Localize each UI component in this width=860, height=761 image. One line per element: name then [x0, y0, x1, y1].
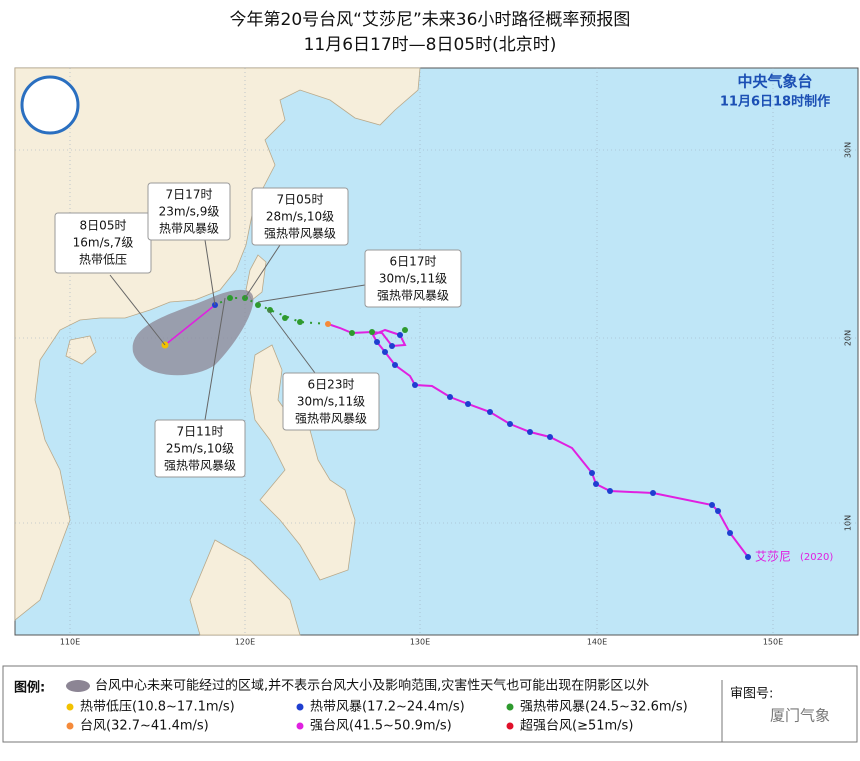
callout-wind: 30m/s,11级	[297, 395, 365, 409]
legend-label: 强台风(41.5~50.9m/s)	[310, 719, 452, 734]
legend-dot	[296, 703, 304, 711]
callout-lines	[109, 239, 366, 421]
legend-label: 热带低压(10.8~17.1m/s)	[80, 700, 235, 715]
legend-cone	[66, 680, 90, 692]
mainland	[14, 67, 421, 621]
callout-level: 强热带风暴级	[164, 459, 236, 473]
legend-label: 台风(32.7~41.4m/s)	[80, 719, 209, 734]
callout-time: 7日17时	[166, 188, 213, 202]
philippines	[249, 344, 356, 581]
borneo	[189, 539, 301, 636]
agency-name: 中央气象台	[737, 73, 812, 91]
lon-label: 130E	[410, 638, 430, 647]
cma-logo	[20, 75, 80, 135]
legend-dot	[66, 722, 74, 730]
hainan	[65, 335, 97, 365]
subtitle: 11月6日17时—8日05时(北京时)	[304, 35, 557, 55]
lon-label: 140E	[587, 638, 607, 647]
forecast-line	[164, 304, 216, 346]
callout-wind: 16m/s,7级	[73, 236, 134, 250]
title: 今年第20号台风“艾莎尼”未来36小时路径概率预报图	[230, 10, 631, 30]
lon-label: 120E	[235, 638, 255, 647]
lon-label: 110E	[60, 638, 80, 647]
legend-dot	[296, 722, 304, 730]
callout-time: 6日17时	[390, 255, 437, 269]
callout-time: 8日05时	[80, 219, 127, 233]
lat-label: 20N	[844, 330, 853, 346]
track-points	[212, 302, 751, 560]
agency-issued: 11月6日18时制作	[720, 94, 830, 110]
lat-label: 30N	[844, 142, 853, 158]
review-label: 审图号:	[730, 687, 773, 702]
lon-label: 150E	[763, 638, 783, 647]
legend-label: 热带风暴(17.2~24.4m/s)	[310, 700, 465, 715]
callout-wind: 23m/s,9级	[159, 205, 220, 219]
lat-label: 10N	[844, 515, 853, 531]
callout-level: 强热带风暴级	[295, 412, 367, 426]
callout-level: 热带低压	[79, 253, 127, 267]
callout-time: 7日11时	[177, 425, 224, 439]
callout-time: 7日05时	[277, 193, 324, 207]
callout-level: 强热带风暴级	[377, 289, 449, 303]
legend-dot	[506, 722, 514, 730]
legend-dot	[66, 703, 74, 711]
callout-wind: 25m/s,10级	[166, 442, 234, 456]
watermark: 厦门气象	[770, 707, 830, 725]
callout-wind: 28m/s,10级	[266, 210, 334, 224]
storm-year: (2020)	[800, 552, 833, 563]
callout-time: 6日23时	[308, 378, 355, 392]
legend-label: 强热带风暴(24.5~32.6m/s)	[520, 700, 688, 715]
callout-level: 强热带风暴级	[264, 227, 336, 241]
legend-title: 图例:	[14, 680, 45, 696]
legend-frame	[2, 665, 858, 743]
legend-label: 超强台风(≥51m/s)	[520, 719, 633, 734]
callout-level: 热带风暴级	[159, 222, 219, 236]
legend: 图例: 台风中心未来可能经过的区域,并不表示台风大小及影响范围,灾害性天气也可能…	[2, 665, 858, 743]
legend-area: 台风中心未来可能经过的区域,并不表示台风大小及影响范围,灾害性天气也可能出现在阴…	[95, 678, 649, 694]
track-point	[325, 321, 331, 327]
storm-name: 艾莎尼	[755, 550, 791, 564]
callouts: 8日05时 16m/s,7级 热带低压 7日17时 23m/s,9级 热带风暴级…	[54, 182, 462, 478]
legend-dot	[506, 703, 514, 711]
map: 110E 120E 130E 140E 150E 30N 20N 10N 中央气…	[14, 67, 859, 647]
callout-wind: 30m/s,11级	[379, 272, 447, 286]
